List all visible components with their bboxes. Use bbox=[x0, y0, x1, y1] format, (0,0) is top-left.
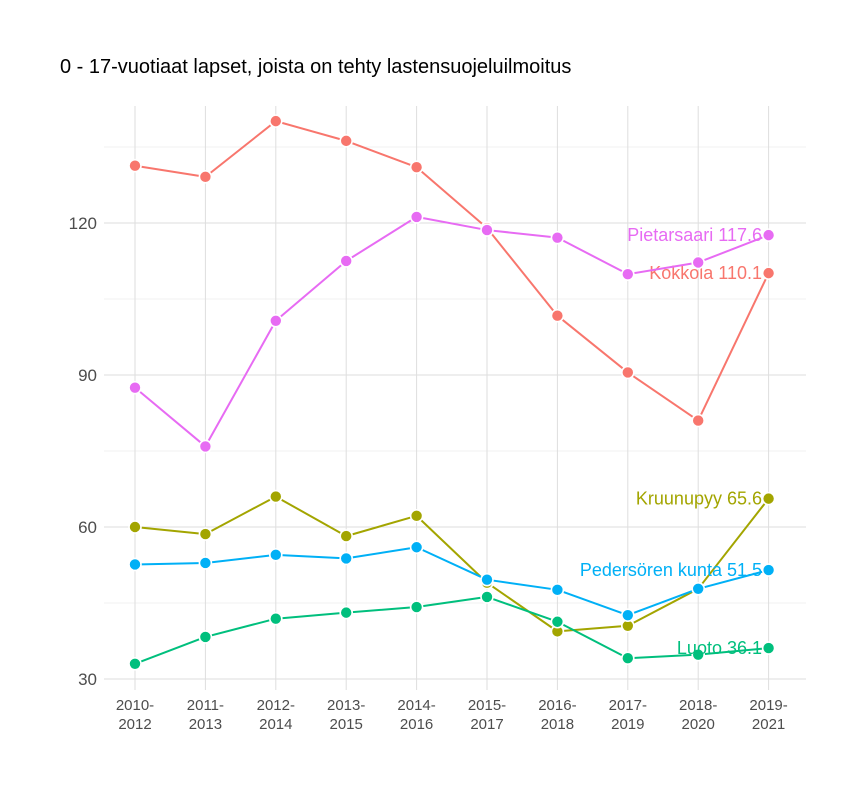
data-point bbox=[620, 608, 635, 622]
data-point bbox=[550, 230, 565, 245]
y-tick-label: 30 bbox=[78, 670, 97, 689]
data-point bbox=[339, 551, 354, 566]
data-point bbox=[339, 134, 354, 148]
series-line bbox=[134, 595, 769, 665]
data-point bbox=[691, 582, 706, 596]
x-tick-label: 2019-2021 bbox=[749, 697, 787, 733]
data-point bbox=[128, 380, 142, 395]
data-point bbox=[128, 158, 142, 173]
data-point bbox=[409, 160, 424, 175]
data-point bbox=[198, 170, 213, 184]
y-tick-label: 60 bbox=[78, 518, 97, 537]
x-tick-label: 2014-2016 bbox=[397, 697, 435, 733]
data-point bbox=[761, 563, 776, 577]
data-point bbox=[550, 308, 565, 323]
data-point bbox=[409, 210, 424, 224]
data-point bbox=[268, 489, 283, 504]
series-kokkola: Kokkola 110.1 bbox=[128, 114, 776, 428]
data-point bbox=[691, 255, 706, 270]
series-pietarsaari: Pietarsaari 117.6 bbox=[128, 210, 776, 454]
data-point bbox=[550, 614, 565, 629]
data-point bbox=[761, 228, 776, 242]
x-tick-label: 2015-2017 bbox=[468, 697, 506, 733]
chart-title: 0 - 17-vuotiaat lapset, joista on tehty … bbox=[60, 56, 572, 78]
data-point bbox=[550, 583, 565, 597]
data-point bbox=[128, 656, 142, 671]
data-point bbox=[409, 540, 424, 555]
data-point bbox=[268, 611, 283, 626]
x-tick-label: 2018-2020 bbox=[679, 697, 717, 733]
data-point bbox=[761, 266, 776, 280]
data-point bbox=[128, 557, 142, 572]
x-axis-ticks: 2010-2012 2011-2013 2012-2014 2013-2015 2014… bbox=[116, 697, 788, 733]
data-point bbox=[198, 439, 213, 454]
series-kruunupyy: Kruunupyy 65.6 bbox=[128, 489, 776, 639]
data-point bbox=[198, 556, 213, 570]
series-luoto: Luoto 36.1 bbox=[128, 590, 776, 671]
data-point bbox=[268, 114, 283, 128]
series-line bbox=[134, 120, 770, 422]
data-point bbox=[198, 527, 213, 541]
data-point bbox=[761, 491, 776, 506]
x-tick-label: 2013-2015 bbox=[327, 697, 365, 733]
x-tick-label: 2017-2019 bbox=[609, 697, 647, 733]
data-point bbox=[620, 267, 635, 281]
data-point bbox=[620, 651, 635, 666]
series-line bbox=[134, 215, 769, 448]
data-point bbox=[691, 413, 706, 428]
y-tick-label: 90 bbox=[78, 366, 97, 385]
data-point bbox=[339, 254, 354, 268]
data-point bbox=[691, 647, 706, 662]
x-tick-label: 2016-2018 bbox=[538, 697, 576, 733]
data-point bbox=[198, 630, 213, 644]
data-point bbox=[480, 572, 494, 587]
data-point bbox=[409, 509, 424, 523]
series-group: Kokkola 110.1 Pietarsaari 117.6 Kruunupyy … bbox=[128, 114, 776, 671]
end-label: Kruunupyy 65.6 bbox=[636, 489, 762, 509]
data-point bbox=[339, 529, 354, 543]
data-point bbox=[480, 223, 494, 237]
end-label: Pietarsaari 117.6 bbox=[627, 225, 762, 245]
series-line bbox=[134, 546, 769, 617]
y-axis-ticks: 30 60 90 120 bbox=[69, 214, 97, 689]
data-point bbox=[128, 520, 142, 534]
data-point bbox=[620, 365, 635, 380]
series-peders-ren-kunta: Pedersören kunta 51.5 bbox=[128, 540, 776, 622]
x-tick-label: 2012-2014 bbox=[257, 697, 295, 733]
end-label: Kokkola 110.1 bbox=[649, 263, 762, 283]
data-point bbox=[268, 313, 283, 328]
data-point bbox=[339, 605, 354, 620]
data-point bbox=[761, 641, 776, 655]
x-tick-label: 2010-2012 bbox=[116, 697, 154, 733]
data-point bbox=[480, 590, 494, 604]
y-tick-label: 120 bbox=[69, 214, 97, 233]
x-tick-label: 2011-2013 bbox=[187, 697, 224, 733]
data-point bbox=[268, 548, 283, 562]
end-label: Luoto 36.1 bbox=[677, 638, 762, 658]
series-line bbox=[134, 495, 770, 633]
end-label: Pedersören kunta 51.5 bbox=[580, 560, 762, 580]
data-point bbox=[409, 600, 424, 614]
